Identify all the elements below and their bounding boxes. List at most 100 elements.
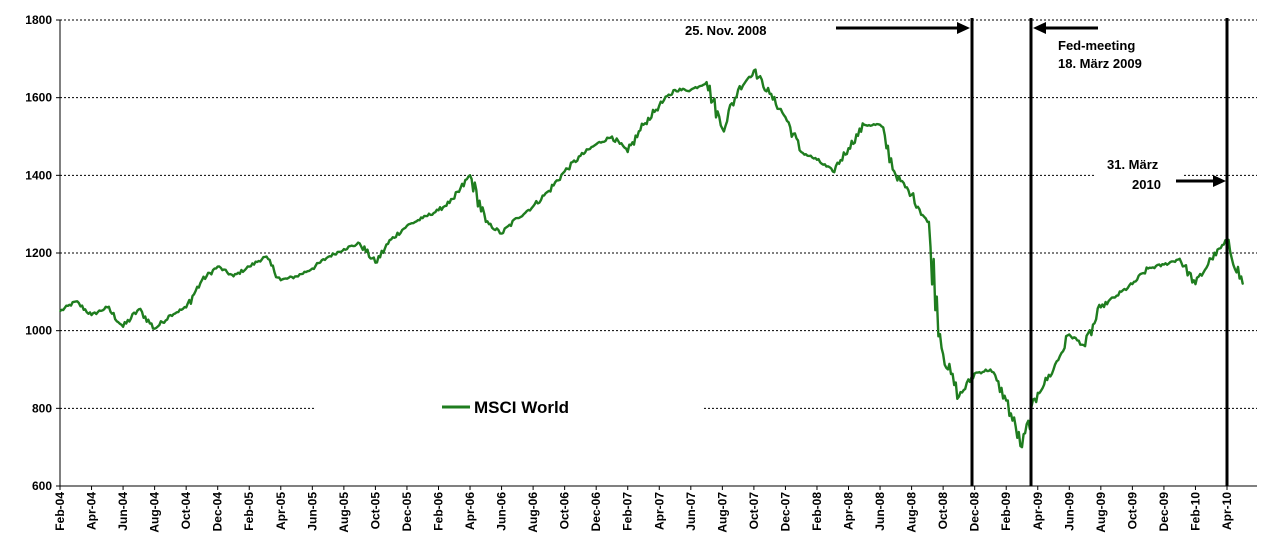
ytick-label-800: 800	[32, 401, 52, 415]
data-point-2005-03	[264, 256, 266, 258]
xtick-label-Oct-09: Oct-09	[1125, 492, 1139, 530]
data-point-2008-05	[863, 124, 866, 126]
xtick-label-Dec-07: Dec-07	[778, 492, 792, 532]
legend: MSCI World	[316, 392, 704, 422]
data-point-2004-12	[216, 265, 219, 268]
data-point-2009-03	[1021, 446, 1023, 448]
data-point-2008-01	[800, 151, 803, 153]
data-point-2009-12	[1163, 263, 1165, 266]
data-point-2008-10	[942, 353, 944, 355]
xtick-label-Jun-09: Jun-09	[1062, 492, 1076, 531]
data-point-2006-05	[484, 221, 487, 223]
xtick-label-Aug-09: Aug-09	[1094, 492, 1108, 533]
xtick-label-Feb-04: Feb-04	[53, 492, 67, 531]
xtick-label-Oct-07: Oct-07	[747, 492, 761, 530]
xtick-label-Dec-06: Dec-06	[589, 492, 603, 532]
arrow-head-mar-2010	[1213, 175, 1226, 187]
data-point-2009-05	[1052, 368, 1055, 371]
annotation-mar-2010-line1: 31. März	[1107, 157, 1159, 172]
gridlines	[60, 19, 1257, 409]
data-point-2007-01	[611, 135, 613, 138]
arrow-head-fed	[1033, 22, 1046, 34]
data-point-2006-06	[500, 232, 503, 235]
xtick-label-Apr-07: Apr-07	[652, 492, 666, 530]
data-point-2004-11	[201, 279, 203, 281]
xtick-label-Oct-06: Oct-06	[558, 492, 572, 530]
data-point-2009-04	[1036, 392, 1039, 394]
data-point-2006-07	[516, 217, 519, 219]
xtick-label-Feb-06: Feb-06	[431, 492, 445, 531]
data-point-2005-08	[343, 248, 345, 250]
ytick-label-1800: 1800	[25, 13, 52, 27]
data-point-2007-12	[784, 116, 787, 118]
xtick-label-Dec-05: Dec-05	[400, 492, 414, 532]
data-point-2006-10	[563, 170, 566, 173]
legend-background	[316, 392, 704, 422]
xtick-label-Dec-04: Dec-04	[211, 492, 225, 532]
data-point-2004-02	[59, 310, 61, 313]
data-point-2004-09	[169, 314, 172, 316]
data-point-2009-06	[1068, 333, 1071, 336]
data-point-2007-10	[753, 69, 755, 72]
xtick-label-Oct-08: Oct-08	[936, 492, 950, 530]
arrow-head-nov-2008	[957, 22, 970, 34]
xtick-label-Aug-04: Aug-04	[148, 492, 162, 533]
data-point-2007-08	[721, 127, 724, 130]
data-point-2004-06	[122, 325, 124, 328]
data-point-2005-12	[406, 225, 408, 227]
data-point-2004-08	[153, 327, 156, 330]
ytick-label-600: 600	[32, 479, 52, 493]
annotation-label-nov-2008: 25. Nov. 2008	[685, 23, 766, 38]
data-point-2008-11	[958, 395, 960, 398]
xtick-label-Feb-09: Feb-09	[999, 492, 1013, 531]
data-point-2004-07	[138, 308, 140, 311]
data-point-2007-05	[674, 89, 676, 91]
data-point-2005-01	[232, 275, 235, 278]
data-point-2009-11	[1147, 267, 1149, 270]
xtick-label-Aug-07: Aug-07	[715, 492, 729, 533]
data-point-2008-03	[831, 170, 834, 173]
xtick-label-Aug-08: Aug-08	[905, 492, 919, 533]
xtick-label-Aug-06: Aug-06	[526, 492, 540, 533]
ytick-label-1600: 1600	[25, 91, 52, 105]
data-point-2007-06	[690, 89, 692, 91]
data-point-2006-04	[469, 174, 471, 177]
xtick-label-Apr-09: Apr-09	[1031, 492, 1045, 530]
xtick-label-Feb-07: Feb-07	[621, 492, 635, 531]
data-point-2007-04	[658, 104, 661, 107]
data-point-2004-10	[185, 306, 187, 309]
annotation-fed-line2: 18. März 2009	[1058, 56, 1142, 71]
data-point-2008-07	[895, 174, 897, 177]
xtick-label-Jun-06: Jun-06	[495, 492, 509, 531]
annotation-fed-line1: Fed-meeting	[1058, 38, 1135, 53]
data-point-2008-02	[816, 159, 818, 161]
data-point-2005-05	[295, 275, 298, 278]
xtick-label-Apr-06: Apr-06	[463, 492, 477, 530]
annotation-bg-mar-2010	[1094, 152, 1184, 194]
xtick-label-Apr-08: Apr-08	[842, 492, 856, 530]
xtick-label-Apr-10: Apr-10	[1220, 492, 1234, 530]
data-point-2005-10	[374, 261, 377, 264]
data-point-2008-12	[973, 372, 976, 375]
data-point-2008-04	[847, 147, 850, 149]
data-point-2005-06	[311, 267, 314, 270]
xtick-label-Aug-05: Aug-05	[337, 492, 351, 533]
y-axis-ticks: 600 800 1000 1200 1400 1600 1800	[25, 13, 60, 493]
data-point-2009-09	[1115, 294, 1118, 297]
xtick-label-Feb-10: Feb-10	[1188, 492, 1202, 531]
xtick-label-Oct-04: Oct-04	[179, 492, 193, 530]
data-point-2006-11	[579, 155, 582, 157]
legend-label: MSCI World	[474, 398, 569, 417]
data-point-2009-08	[1100, 306, 1102, 309]
data-point-2010-01	[1178, 258, 1181, 260]
data-point-2007-02	[626, 151, 629, 153]
data-point-2006-12	[595, 143, 597, 146]
data-point-2006-08	[532, 205, 534, 208]
xtick-label-Dec-09: Dec-09	[1157, 492, 1171, 532]
data-point-2004-03	[74, 300, 77, 303]
data-point-2005-07	[327, 256, 329, 258]
data-point-2007-07	[705, 81, 708, 83]
x-axis-ticks: Feb-04 Apr-04 Jun-04 Aug-04 Oct-04 Dec-04 Feb-…	[53, 486, 1234, 533]
data-point-2004-04	[90, 314, 93, 316]
